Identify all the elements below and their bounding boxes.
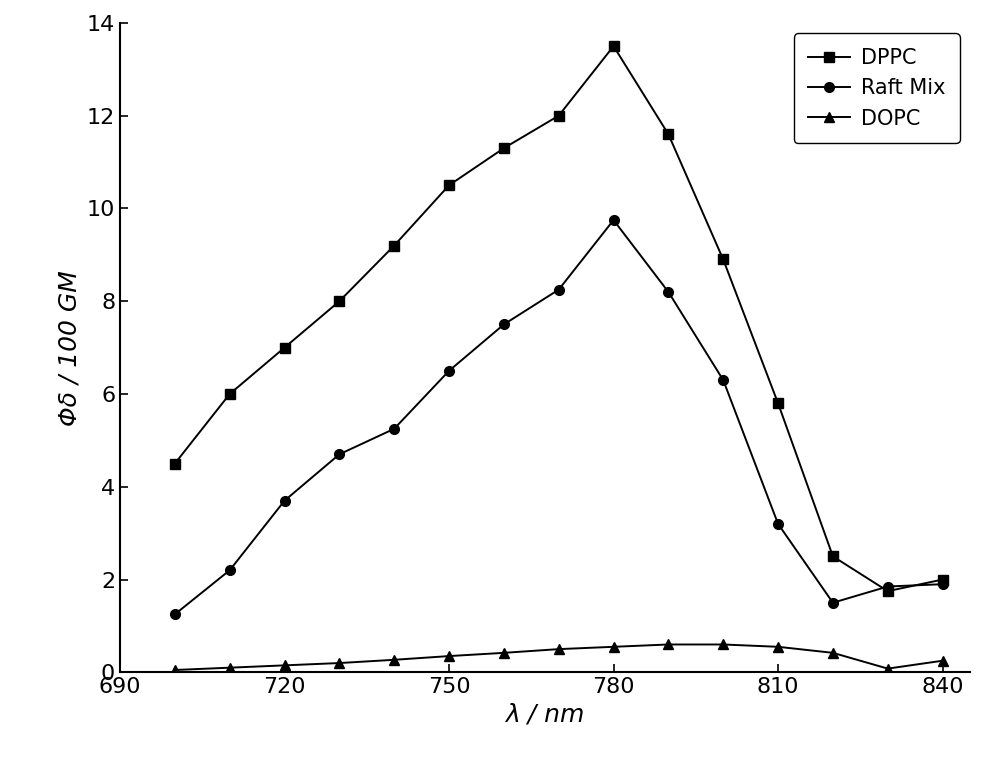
DOPC [717, 640, 729, 649]
DPPC [169, 459, 181, 468]
DOPC [937, 656, 949, 665]
DPPC [772, 399, 784, 408]
DOPC [224, 663, 236, 672]
DPPC [937, 575, 949, 584]
Raft Mix [224, 565, 236, 575]
DOPC [827, 648, 839, 657]
Raft Mix [827, 598, 839, 607]
DOPC [333, 659, 345, 668]
Line: DPPC: DPPC [170, 41, 947, 596]
DPPC [498, 144, 510, 153]
DOPC [169, 665, 181, 675]
DPPC [717, 255, 729, 264]
DOPC [279, 661, 291, 670]
DPPC [882, 587, 894, 596]
DOPC [388, 656, 400, 665]
Raft Mix [937, 580, 949, 589]
Raft Mix [608, 215, 620, 225]
Raft Mix [279, 496, 291, 505]
Raft Mix [772, 520, 784, 529]
DPPC [608, 41, 620, 50]
Line: DOPC: DOPC [170, 639, 947, 675]
X-axis label: λ / nm: λ / nm [505, 703, 585, 727]
Raft Mix [553, 285, 565, 294]
Raft Mix [662, 287, 674, 296]
Raft Mix [717, 376, 729, 385]
DPPC [333, 296, 345, 306]
DOPC [443, 652, 455, 661]
DOPC [608, 643, 620, 652]
Raft Mix [333, 450, 345, 459]
DOPC [553, 645, 565, 654]
Legend: DPPC, Raft Mix, DOPC: DPPC, Raft Mix, DOPC [794, 34, 960, 144]
DOPC [498, 648, 510, 657]
Raft Mix [882, 582, 894, 591]
DOPC [882, 664, 894, 673]
DPPC [388, 241, 400, 250]
DPPC [662, 130, 674, 139]
Raft Mix [388, 424, 400, 433]
DPPC [553, 111, 565, 120]
Raft Mix [443, 366, 455, 375]
Line: Raft Mix: Raft Mix [170, 215, 947, 619]
DPPC [224, 390, 236, 399]
Raft Mix [169, 610, 181, 619]
Raft Mix [498, 320, 510, 329]
DPPC [827, 552, 839, 561]
DOPC [662, 640, 674, 649]
DPPC [443, 181, 455, 190]
DPPC [279, 343, 291, 352]
Y-axis label: Φδ / 100 GM: Φδ / 100 GM [57, 270, 81, 426]
DOPC [772, 643, 784, 652]
